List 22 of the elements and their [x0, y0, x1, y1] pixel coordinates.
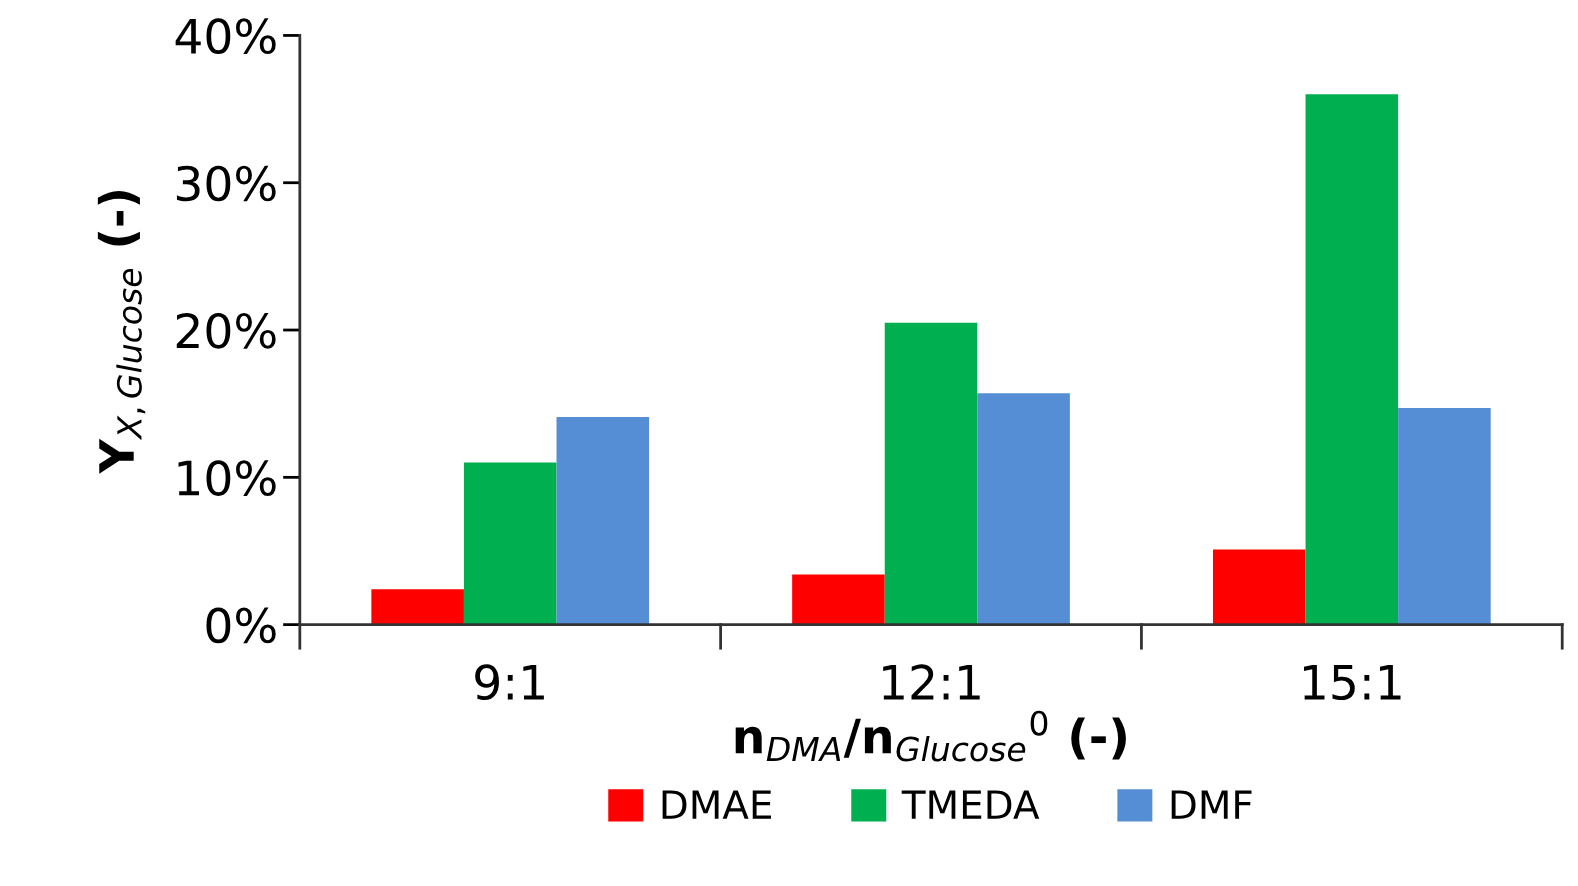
bar [1212, 549, 1306, 625]
legend-label: TMEDA [901, 790, 1040, 819]
y-tick-label: 40% [175, 18, 276, 55]
bar [371, 589, 464, 625]
y-tick-label: 0% [206, 607, 276, 644]
y-tick-label: 10% [178, 460, 276, 496]
y-tick-label: 20% [176, 312, 276, 349]
bar [556, 416, 650, 625]
bar [1305, 94, 1399, 625]
y-axis-title: Y$_{X,Glucose}$ (-) [97, 190, 146, 474]
bar [884, 322, 978, 625]
x-tick-label: 12:1 [883, 664, 980, 700]
x-tick-label: 15:1 [1303, 664, 1401, 701]
bar [792, 574, 885, 625]
legend-label: DMAE [662, 790, 772, 819]
legend-label: DMF [1171, 790, 1252, 819]
y-tick-label: 30% [176, 165, 276, 202]
x-tick-label: 9:1 [475, 664, 544, 701]
bar [977, 393, 1070, 625]
bar [1398, 408, 1491, 625]
x-axis-title: n$_{DMA}$/n$_{Glucose}$$^{0}$ (-) [735, 710, 1126, 762]
bar [463, 462, 557, 625]
